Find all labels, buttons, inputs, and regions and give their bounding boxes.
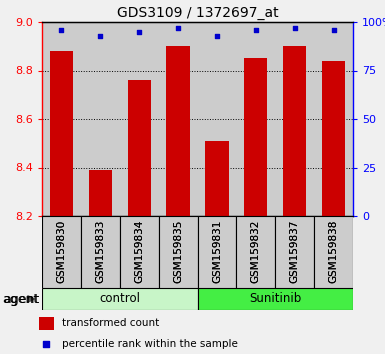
- Bar: [89, 170, 112, 216]
- Bar: [38, 316, 54, 330]
- Bar: [275, 216, 314, 288]
- Text: percentile rank within the sample: percentile rank within the sample: [62, 339, 238, 349]
- Point: [330, 27, 336, 33]
- Bar: [198, 288, 353, 310]
- Bar: [236, 22, 275, 216]
- Text: Sunitinib: Sunitinib: [249, 292, 301, 306]
- Point: [43, 342, 49, 347]
- Bar: [314, 22, 353, 216]
- Bar: [42, 216, 81, 288]
- Bar: [120, 22, 159, 216]
- Text: agent: agent: [3, 292, 40, 306]
- Bar: [159, 22, 198, 216]
- Text: control: control: [99, 292, 140, 306]
- Point: [59, 27, 65, 33]
- Text: GSM159837: GSM159837: [290, 219, 300, 283]
- Text: GSM159835: GSM159835: [173, 219, 183, 283]
- Bar: [198, 22, 236, 216]
- Text: GSM159830: GSM159830: [57, 219, 67, 283]
- Point: [291, 25, 298, 31]
- Bar: [283, 46, 306, 216]
- Text: GSM159834: GSM159834: [134, 219, 144, 283]
- Bar: [236, 216, 275, 288]
- Text: GSM159830: GSM159830: [57, 219, 67, 283]
- Text: transformed count: transformed count: [62, 318, 159, 328]
- Text: GSM159834: GSM159834: [134, 219, 144, 283]
- Text: GSM159837: GSM159837: [290, 219, 300, 283]
- Bar: [42, 22, 81, 216]
- Bar: [81, 216, 120, 288]
- Point: [175, 25, 181, 31]
- Text: GSM159833: GSM159833: [95, 219, 105, 283]
- Text: agent: agent: [2, 292, 38, 306]
- Point: [214, 33, 220, 39]
- Point: [97, 33, 104, 39]
- Point: [253, 27, 259, 33]
- Bar: [120, 216, 159, 288]
- Bar: [244, 58, 268, 216]
- Bar: [314, 216, 353, 288]
- Bar: [81, 22, 120, 216]
- Point: [136, 29, 142, 35]
- Text: GSM159831: GSM159831: [212, 219, 222, 283]
- Title: GDS3109 / 1372697_at: GDS3109 / 1372697_at: [117, 6, 278, 19]
- Text: GSM159831: GSM159831: [212, 219, 222, 283]
- Bar: [198, 216, 236, 288]
- Bar: [159, 216, 198, 288]
- Bar: [42, 288, 198, 310]
- Bar: [50, 51, 73, 216]
- Bar: [166, 46, 190, 216]
- Text: GSM159838: GSM159838: [328, 219, 338, 283]
- Bar: [127, 80, 151, 216]
- Bar: [205, 141, 229, 216]
- Text: GSM159838: GSM159838: [328, 219, 338, 283]
- Text: GSM159833: GSM159833: [95, 219, 105, 283]
- Bar: [322, 61, 345, 216]
- Text: GSM159835: GSM159835: [173, 219, 183, 283]
- Bar: [275, 22, 314, 216]
- Text: GSM159832: GSM159832: [251, 219, 261, 283]
- Text: GSM159832: GSM159832: [251, 219, 261, 283]
